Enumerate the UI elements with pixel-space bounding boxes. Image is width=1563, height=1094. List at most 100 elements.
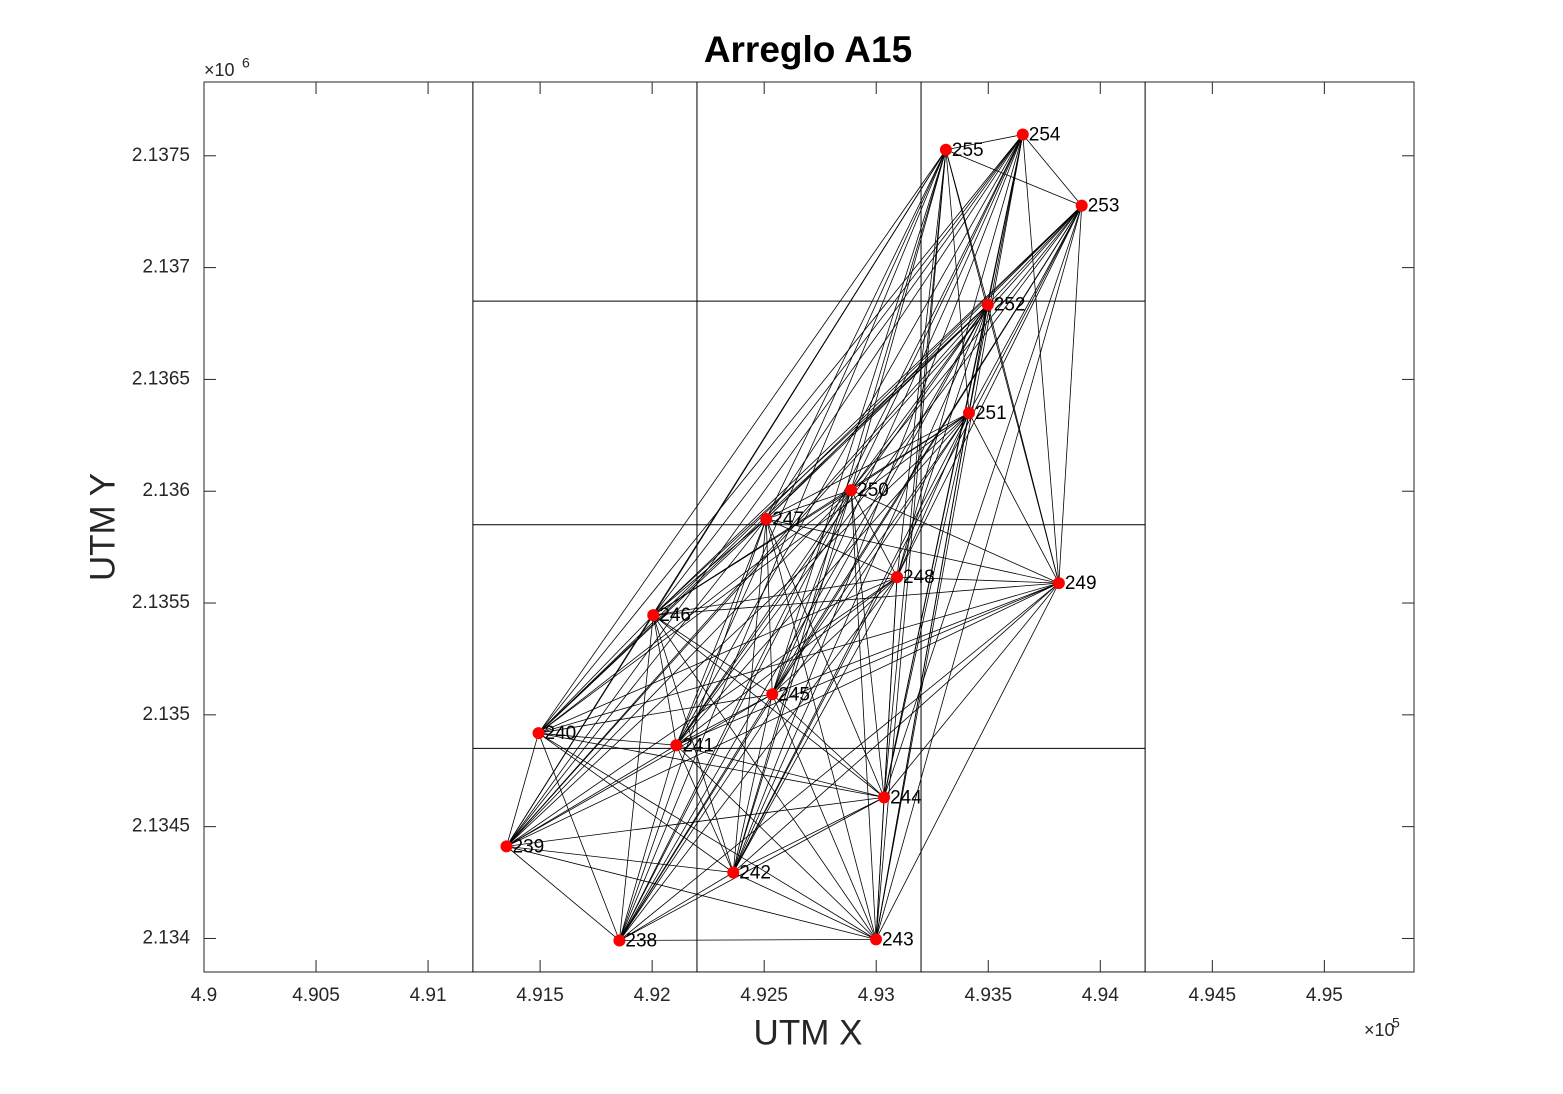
edge: [850, 149, 947, 491]
edge: [850, 489, 1060, 584]
edge: [883, 577, 898, 798]
edge: [1058, 205, 1083, 584]
x-tick-label: 4.92: [634, 985, 671, 1006]
edge: [875, 582, 1060, 940]
x-exponent: 5: [1392, 1015, 1400, 1031]
edge: [765, 518, 885, 798]
edge: [538, 614, 654, 734]
point: [532, 727, 545, 740]
point: [878, 791, 891, 804]
edge: [987, 205, 1082, 305]
edge: [653, 412, 970, 616]
edge: [652, 615, 677, 746]
edge: [538, 732, 877, 940]
y-tick-label: 2.1345: [132, 816, 190, 837]
edge: [766, 489, 852, 520]
edge: [538, 576, 898, 734]
edge: [732, 149, 947, 873]
edge: [506, 796, 885, 847]
x-tick-label: 4.935: [964, 985, 1012, 1006]
point-label: 244: [890, 787, 922, 808]
edge: [850, 412, 970, 491]
x-tick-label: 4.94: [1082, 985, 1119, 1006]
edge: [945, 149, 989, 305]
edge: [875, 205, 1083, 940]
point-label: 243: [882, 929, 914, 950]
edge: [772, 582, 1059, 695]
edge: [538, 693, 773, 734]
point-label: 247: [772, 509, 804, 530]
edge: [968, 134, 1024, 414]
edge: [765, 518, 773, 695]
edge: [733, 796, 885, 873]
edge: [506, 489, 852, 847]
point-label: 241: [682, 735, 714, 756]
edge: [732, 304, 989, 873]
edge: [850, 304, 989, 491]
edge: [676, 693, 773, 746]
point-label: 246: [659, 605, 691, 626]
edge: [653, 518, 767, 616]
edge: [896, 304, 989, 578]
edge: [506, 304, 989, 847]
x-tick-label: 4.945: [1189, 985, 1237, 1006]
point: [962, 406, 975, 419]
edge: [732, 694, 773, 873]
point: [760, 512, 773, 525]
edge: [619, 797, 885, 941]
x-tick-label: 4.93: [858, 985, 895, 1006]
point-label: 253: [1088, 196, 1120, 217]
edge: [945, 149, 1082, 207]
edge: [675, 518, 767, 746]
point: [939, 143, 952, 156]
edge: [619, 615, 654, 941]
edge: [619, 872, 734, 941]
edge: [850, 134, 1024, 491]
x-tick-label: 4.9: [191, 985, 217, 1006]
edge: [850, 489, 898, 578]
edge: [676, 412, 970, 746]
edge: [883, 205, 1083, 798]
edge: [652, 614, 877, 940]
point: [766, 688, 779, 701]
edge: [896, 412, 970, 578]
edge: [619, 134, 1024, 941]
edge: [676, 304, 989, 746]
edge: [676, 582, 1059, 746]
plot-area: [203, 81, 1415, 973]
edge: [506, 846, 620, 941]
point-label: 248: [903, 567, 935, 588]
edge: [619, 745, 677, 941]
edge: [652, 205, 1082, 616]
edge: [945, 149, 1060, 584]
edge: [896, 149, 947, 578]
edge: [732, 576, 898, 873]
y-multiplier: ×10: [204, 60, 235, 80]
edge: [765, 149, 947, 520]
edge: [766, 518, 898, 578]
edge: [883, 149, 947, 798]
point: [891, 571, 904, 584]
edge: [506, 693, 773, 847]
y-tick-label: 2.136: [142, 480, 190, 501]
edge: [538, 582, 1059, 734]
edge: [850, 205, 1083, 491]
edge: [1022, 134, 1083, 206]
edge: [506, 582, 1060, 847]
x-axis-label: UTM X: [754, 1013, 863, 1052]
y-tick-label: 2.1365: [132, 368, 190, 389]
edge: [732, 582, 1060, 873]
edge: [733, 872, 877, 940]
edge: [652, 149, 947, 616]
edge: [1022, 134, 1060, 584]
edge: [619, 518, 767, 941]
edge: [653, 576, 898, 616]
edge: [732, 489, 852, 873]
edge: [506, 518, 767, 847]
edge: [968, 205, 1083, 414]
edge: [968, 412, 1060, 584]
edge: [765, 205, 1082, 520]
edge: [506, 733, 539, 847]
edge: [653, 582, 1059, 616]
